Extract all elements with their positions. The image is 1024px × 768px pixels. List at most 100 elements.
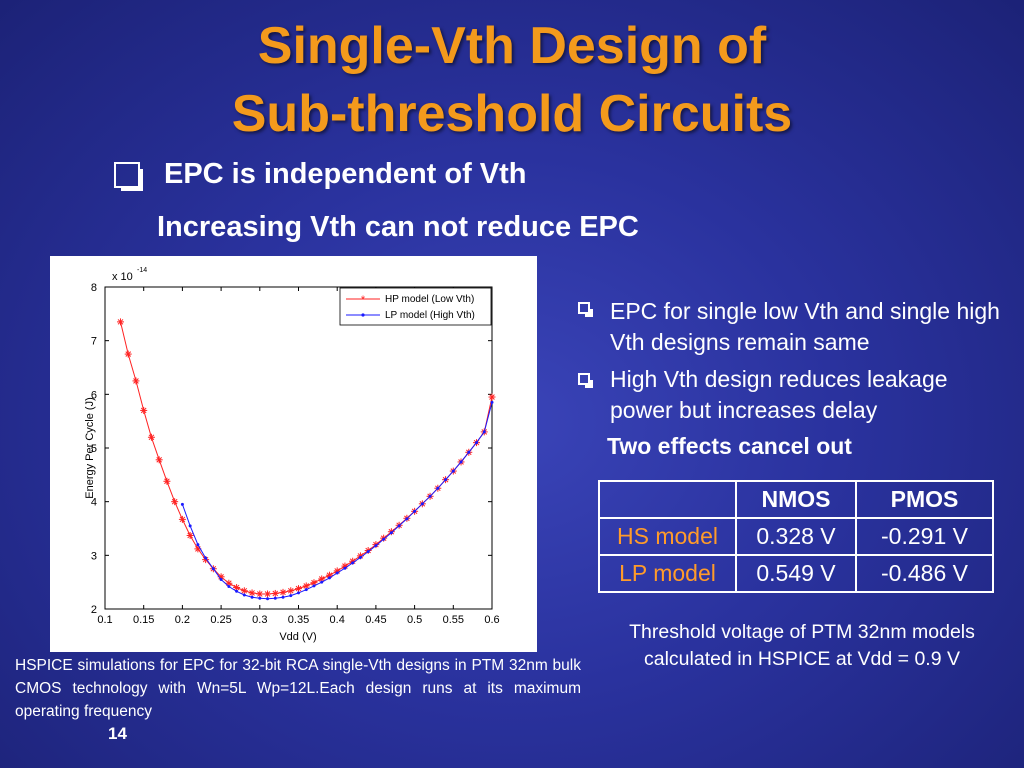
lp-data-point (289, 594, 293, 598)
x-tick-label: 0.4 (330, 614, 345, 626)
lp-data-point (482, 430, 486, 434)
x-tick-label: 0.55 (443, 614, 464, 626)
star-stroke (164, 478, 170, 485)
table-header-cell: NMOS (735, 480, 857, 519)
lp-data-point (382, 537, 386, 541)
hp-data-point (140, 406, 148, 414)
lp-data-point (180, 502, 184, 506)
star-stroke (133, 378, 139, 384)
table-caption: Threshold voltage of PTM 32nm models cal… (592, 619, 1012, 673)
hp-data-point (279, 588, 287, 596)
lp-data-point (327, 576, 331, 580)
legend-box (339, 287, 492, 326)
lp-data-point (211, 567, 215, 571)
lp-data-point (273, 596, 277, 600)
conclusion-text: Two effects cancel out (607, 433, 852, 459)
lp-data-point (366, 550, 370, 554)
star-stroke (311, 579, 317, 586)
hp-data-point (240, 587, 248, 595)
star-stroke (489, 394, 495, 400)
right-bullet-2: High Vth design reduces leakage power bu… (610, 366, 948, 423)
y-multiplier-label: x 10 (112, 271, 133, 283)
sub-bullet-text: Increasing Vth can not reduce EPC (157, 211, 639, 243)
y-tick-label: 2 (91, 604, 97, 616)
star-stroke (264, 591, 271, 597)
star-stroke (334, 568, 341, 574)
y-tick-label: 6 (91, 389, 97, 401)
hp-data-point (248, 589, 256, 597)
legend-hp-marker: * (361, 294, 366, 306)
y-tick-label: 7 (91, 336, 97, 348)
star-stroke (218, 573, 224, 580)
hp-data-point (217, 573, 225, 581)
lp-data-point (351, 561, 355, 565)
y-tick-label: 3 (91, 550, 97, 562)
star-stroke (256, 591, 263, 597)
hp-data-point (318, 575, 326, 583)
x-tick-label: 0.3 (252, 614, 267, 626)
lp-data-point (459, 460, 463, 464)
y-tick-label: 4 (91, 497, 97, 509)
hp-data-point (295, 585, 302, 593)
hp-data-point (178, 515, 186, 523)
lp-data-point (475, 441, 479, 445)
lp-data-point (304, 588, 308, 592)
table-row: HS model 0.328 V -0.291 V (598, 517, 994, 556)
lp-data-point (320, 580, 324, 584)
table-header-cell: PMOS (855, 480, 994, 519)
hp-data-point (132, 377, 140, 385)
legend-lp-label: LP model (High Vth) (385, 310, 475, 321)
star-stroke (187, 532, 193, 539)
x-axis: 0.1 0.15 0.2 0.25 0.3 0.35 0.4 0.45 0.5 0.55 0.6 (97, 287, 500, 626)
lp-data-point (405, 517, 409, 521)
y-exponent-label: -14 (137, 267, 147, 274)
lp-data-point (250, 595, 254, 599)
hp-data-point (116, 318, 124, 326)
lp-data-point (312, 584, 316, 588)
plot-frame (104, 286, 493, 610)
lp-data-point (451, 469, 455, 473)
star-stroke (148, 434, 155, 441)
star-stroke (357, 553, 364, 559)
hp-data-point (155, 456, 163, 464)
x-axis-label: Vdd (V) (279, 631, 316, 643)
right-bullet-1: EPC for single low Vth and single high V… (610, 298, 1000, 355)
lp-data-point (188, 524, 192, 528)
lp-data-point (389, 531, 393, 535)
star-stroke (326, 572, 333, 578)
table-row-model: HS model (598, 517, 737, 556)
star-stroke (349, 558, 356, 565)
chart-legend: * HP model (Low Vth) LP model (High Vth) (339, 287, 492, 326)
threshold-voltage-table: NMOS PMOS HS model 0.328 V -0.291 V LP m… (598, 480, 994, 593)
table-cell-nmos: 0.328 V (735, 517, 857, 556)
lp-data-point (413, 509, 417, 513)
star-stroke (140, 407, 147, 414)
table-cell-pmos: -0.291 V (855, 517, 994, 556)
main-bullet-text: EPC is independent of Vth (164, 158, 527, 190)
hp-data-point (271, 589, 279, 597)
x-tick-label: 0.25 (210, 614, 231, 626)
star-stroke (125, 351, 132, 357)
lp-data-point (242, 593, 246, 597)
hp-data-point (264, 590, 272, 598)
x-tick-label: 0.45 (365, 614, 386, 626)
table-caption-line2: calculated in HSPICE at Vdd = 0.9 V (644, 648, 960, 670)
lp-data-point (281, 595, 285, 599)
y-tick-label: 5 (91, 443, 97, 455)
hp-data-point (171, 498, 179, 506)
footer-note: HSPICE simulations for EPC for 32-bit RC… (15, 657, 581, 720)
x-tick-label: 0.1 (97, 614, 112, 626)
series-layer (116, 318, 496, 601)
star-stroke (342, 563, 348, 569)
page-number: 14 (108, 724, 127, 743)
star-stroke (241, 587, 248, 594)
table-row: LP model 0.549 V -0.486 V (598, 554, 994, 593)
lp-data-point (436, 486, 440, 490)
legend-hp-label: HP model (Low Vth) (385, 294, 474, 305)
lp-data-point (358, 555, 362, 559)
hollow-square-bullet-icon (578, 373, 593, 388)
hp-data-point (124, 350, 132, 358)
hp-data-point (488, 393, 496, 401)
